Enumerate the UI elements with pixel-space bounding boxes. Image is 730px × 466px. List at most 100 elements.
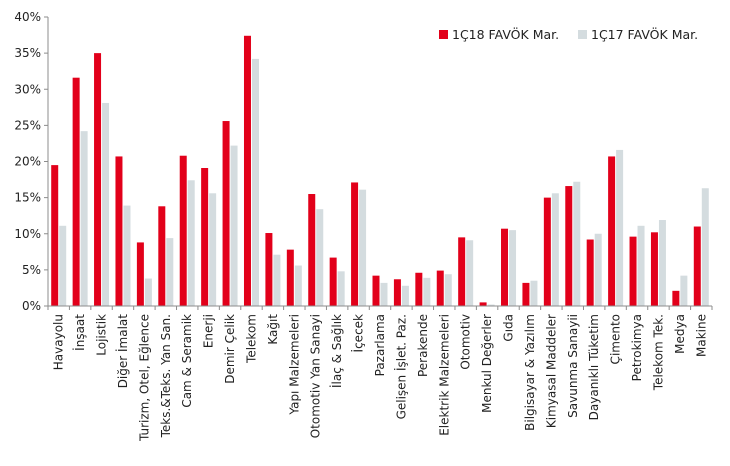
x-category-label: Gelişen İşlet. Paz. [393, 314, 408, 419]
bars [51, 35, 709, 306]
x-category-label: Telekom Tek. [651, 314, 665, 391]
bar-series-2 [616, 149, 624, 306]
bar-series-2 [701, 188, 709, 306]
legend: 1Ç18 FAVÖK Mar. 1Ç17 FAVÖK Mar. [439, 26, 698, 42]
bar-series-2 [594, 233, 602, 306]
x-category-label: Makine [694, 314, 708, 357]
bar-series-1 [522, 282, 530, 306]
legend-swatch-series-2 [578, 30, 587, 39]
bar-series-1 [243, 35, 251, 306]
bar-series-2 [102, 102, 110, 306]
bar-series-2 [166, 238, 174, 306]
bar-series-1 [201, 168, 209, 306]
bar-series-2 [401, 285, 409, 306]
bar-series-2 [444, 274, 452, 306]
bar-series-1 [51, 165, 59, 306]
bar-series-1 [265, 233, 273, 306]
bar-series-1 [72, 77, 80, 306]
y-axis: 0% 5% 10% 15% 20% 25% 30% 35% 40% [14, 10, 49, 313]
x-category-label: Demir Çelik [223, 314, 237, 384]
x-axis: Havayolu İnşaat Lojistik Diğer İmalat Turizm… [47, 305, 713, 442]
bar-series-1 [372, 275, 380, 306]
y-tick-label: 20% [14, 155, 41, 169]
legend-label-series-2: 1Ç17 FAVÖK Mar. [591, 26, 698, 42]
legend-swatch-series-1 [439, 30, 448, 39]
y-tick-label: 15% [14, 191, 41, 205]
x-category-label: Çimento [609, 314, 623, 364]
y-tick-label: 40% [14, 10, 41, 24]
bar-series-1 [393, 279, 401, 306]
bar-series-2 [294, 265, 302, 306]
y-tick-label: 30% [14, 82, 41, 96]
y-tick-label: 25% [14, 118, 41, 132]
bar-series-2 [573, 181, 581, 306]
bar-series-1 [543, 197, 551, 306]
x-category-label: Petrokimya [630, 314, 644, 381]
bar-series-1 [329, 257, 337, 306]
x-category-label: Otomotiv [459, 314, 473, 370]
bar-series-1 [222, 121, 230, 306]
x-category-label: Elektrik Malzemeleri [437, 314, 451, 436]
bar-series-2 [316, 209, 324, 306]
bar-series-1 [179, 155, 187, 306]
bar-series-2 [59, 225, 67, 306]
bar-series-2 [187, 180, 195, 306]
x-category-label: Gıda [502, 314, 516, 342]
x-category-label: Enerji [202, 314, 216, 348]
x-category-label: Bilgisayar & Yazılım [523, 314, 537, 431]
bar-series-2 [487, 304, 495, 306]
x-category-label: İlaç & Sağlık [329, 314, 344, 388]
bar-series-2 [680, 275, 688, 306]
bar-series-1 [436, 270, 444, 306]
bar-series-2 [273, 254, 281, 306]
x-category-label: Lojistik [95, 314, 109, 356]
bar-series-1 [286, 249, 294, 306]
x-category-label: İçecek [351, 314, 366, 353]
x-category-label: Menkul Değerler [480, 314, 494, 413]
bar-series-1 [565, 186, 573, 306]
bar-series-2 [509, 230, 517, 306]
bar-series-2 [251, 58, 259, 306]
x-category-label: Dayanıklı Tüketim [587, 314, 601, 420]
bar-series-2 [423, 277, 431, 306]
bar-series-2 [530, 280, 538, 306]
x-category-label: Medya [673, 314, 687, 354]
bar-series-2 [230, 145, 238, 306]
bar-series-1 [501, 228, 509, 306]
y-tick-label: 0% [22, 299, 41, 313]
x-category-label: Perakende [416, 314, 430, 377]
bar-series-1 [158, 206, 166, 306]
bar-series-1 [136, 242, 144, 306]
bar-series-2 [380, 282, 388, 306]
bar-series-1 [479, 302, 487, 306]
bar-series-2 [658, 220, 666, 306]
bar-series-1 [351, 182, 359, 306]
x-category-label: Savunma Sanayii [566, 314, 580, 418]
x-category-label: Diğer İmalat [115, 314, 130, 389]
bar-series-1 [693, 226, 701, 306]
x-category-label: Otomotiv Yan Sanayi [309, 314, 323, 438]
bar-series-2 [80, 131, 88, 306]
x-category-label: Havayolu [52, 314, 66, 370]
x-category-label: Pazarlama [373, 314, 387, 376]
bar-series-2 [144, 278, 152, 306]
x-category-label: Yapı Malzemeleri [287, 314, 301, 416]
bar-series-2 [123, 205, 131, 306]
x-category-label: Teks.&Teks. Yan San. [159, 314, 173, 438]
bar-series-1 [650, 232, 658, 306]
legend-label-series-1: 1Ç18 FAVÖK Mar. [452, 26, 559, 42]
bar-series-1 [629, 236, 637, 306]
bar-series-1 [308, 194, 316, 306]
x-category-label: Kimyasal Maddeler [544, 314, 558, 428]
bar-series-2 [359, 189, 367, 306]
bar-series-2 [209, 193, 217, 306]
bar-series-1 [672, 290, 680, 306]
bar-series-1 [608, 156, 616, 306]
bar-series-1 [458, 237, 466, 306]
y-tick-label: 35% [14, 46, 41, 60]
y-tick-label: 5% [22, 263, 41, 277]
bar-series-1 [94, 53, 102, 306]
x-category-label: İnşaat [72, 314, 87, 351]
bar-series-1 [586, 239, 594, 306]
